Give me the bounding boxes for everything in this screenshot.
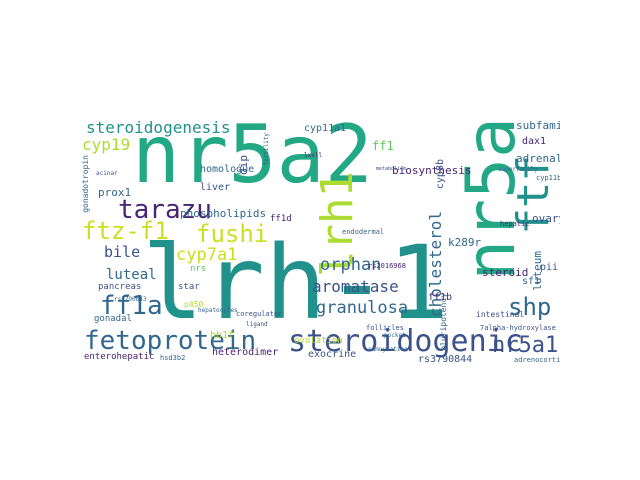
word-k289r: k289r xyxy=(448,236,482,249)
word-adrenocortical: adrenocortical xyxy=(514,356,560,364)
word-steroidogenesis: steroidogenesis xyxy=(86,118,231,137)
word-hepatocytes: hepatocytes xyxy=(198,307,238,314)
word-metabolism: metabolism xyxy=(376,166,407,172)
word-rs2016968: rs2016968 xyxy=(368,262,406,270)
word-superfamily: superfamily xyxy=(498,166,538,173)
word-rs3790844: rs3790844 xyxy=(418,354,473,365)
word-endodermal: endodermal xyxy=(342,228,385,236)
word-bile: bile xyxy=(104,243,141,261)
word-hb1f: hb1f xyxy=(210,330,235,341)
word-cyp8b: cyp8b xyxy=(435,159,446,190)
word-phospholipids: phospholipids xyxy=(180,207,267,220)
word-fetoprotein: fetoprotein xyxy=(84,326,257,356)
word-nrs: nrs xyxy=(190,264,207,274)
word-homologue: homologue xyxy=(200,164,255,175)
word-luteal: luteal xyxy=(106,267,157,283)
word-pii: pii xyxy=(540,262,559,273)
word-ligand: ligand xyxy=(246,321,268,328)
word-tarazu: tarazu xyxy=(118,195,212,225)
word-steroid: steroid xyxy=(482,266,529,279)
word-follicles: follicles xyxy=(366,324,404,332)
word-ovulation: ovulation xyxy=(294,336,343,346)
word-pocket: pocket xyxy=(384,332,406,339)
word-hepatic: hepatic xyxy=(500,220,530,228)
word-fertility: fertility xyxy=(263,133,270,166)
word-ff1: ff1 xyxy=(372,139,394,153)
word-aromatase: aromatase xyxy=(312,277,399,296)
word-shp: shp xyxy=(508,293,552,321)
word-dip: dip xyxy=(237,155,250,175)
word-enterohepatic: enterohepatic xyxy=(84,352,155,362)
word-steroidogenic: steroidogenic xyxy=(288,324,523,359)
word-biosynthesis: biosynthesis xyxy=(392,164,472,177)
word-cyp11b1: cyp11b1 xyxy=(536,174,560,182)
word-prox1: prox1 xyxy=(98,186,132,199)
word-lrh-1: lrh-1 xyxy=(142,224,450,343)
word-ff1b: ff1b xyxy=(428,292,453,303)
word-cyp19: cyp19 xyxy=(82,135,131,154)
word-star: star xyxy=(178,282,200,292)
word-ff1a: ff1a xyxy=(100,291,163,321)
word-nr5a1: nr5a1 xyxy=(492,333,559,358)
word-fushi: fushi xyxy=(196,220,269,248)
word-adrenal: adrenal xyxy=(516,152,560,165)
word-ovary: ovary xyxy=(532,212,560,225)
word-gonadotropin: gonadotropin xyxy=(81,155,90,213)
word-dax1: dax1 xyxy=(522,136,547,147)
word-rs3790843: rs3790843 xyxy=(114,296,147,303)
wordcloud-panel: lrh-1 nr5a2 nr5a ftf lrh1 steroidogenic … xyxy=(80,115,560,365)
word-nr5a2: nr5a2 xyxy=(132,115,373,201)
word-sf1: sf1 xyxy=(522,276,541,287)
word-p450: p450 xyxy=(184,300,204,309)
word-liver: liver xyxy=(200,182,231,193)
word-sumoylation: sumoylation xyxy=(368,346,408,353)
word-heterodimer: heterodimer xyxy=(212,347,279,358)
word-subfamily: subfamily xyxy=(516,119,560,132)
word-ff1d: ff1d xyxy=(270,214,292,224)
word-gonadal: gonadal xyxy=(94,314,132,324)
word-cyp11a1: cyp11a1 xyxy=(304,123,347,134)
word-coregulator: coregulator xyxy=(236,310,283,318)
word-pancreas: pancreas xyxy=(98,282,142,292)
word-exocrine: exocrine xyxy=(308,349,357,360)
word-acinar: acinar xyxy=(96,170,118,177)
word-lxxll: lxxll xyxy=(304,152,323,159)
word-7alpha-hydroxylase: 7alpha-hydroxylase xyxy=(480,324,556,332)
word-pluripotency: pluripotency xyxy=(439,293,448,351)
word-intestinal: intestinal xyxy=(476,310,525,319)
word-ftz-f1: ftz-f1 xyxy=(82,217,169,245)
word-orphan: orphan xyxy=(320,255,382,275)
word-cyp7a1: cyp7a1 xyxy=(176,245,238,265)
word-granulosa: granulosa xyxy=(316,298,409,318)
word-hsd3b2: hsd3b2 xyxy=(160,354,186,362)
